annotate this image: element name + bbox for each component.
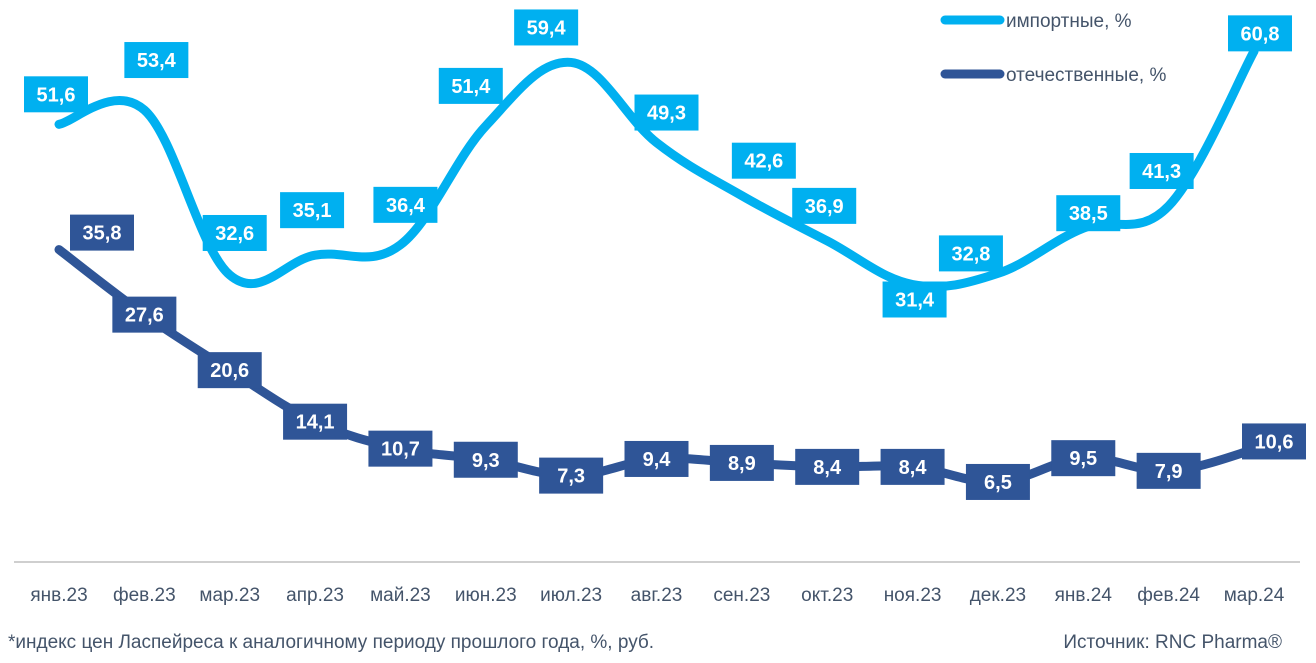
data-label-box [368,430,433,467]
legend-label: отечественные, % [1006,65,1166,86]
data-label: 35,1 [293,200,332,222]
data-label-box [792,187,857,224]
x-tick-label: авг.23 [631,585,683,606]
series-line-imported [54,46,1259,292]
data-label: 8,4 [813,457,842,479]
data-label: 31,4 [895,289,935,311]
data-label: 60,8 [1241,23,1280,45]
data-label: 36,4 [386,195,426,217]
data-label-box [938,235,1003,272]
data-label: 35,8 [83,223,122,245]
data-label-box [634,94,699,131]
data-label: 51,4 [451,76,491,98]
data-label-box [965,463,1030,500]
data-label-box [731,142,796,179]
x-tick-label: янв.23 [30,585,87,606]
data-label: 6,5 [984,472,1012,494]
data-label: 20,6 [210,360,249,382]
data-label-box [1242,423,1306,460]
data-label: 14,1 [296,412,335,434]
data-label-box [880,448,945,485]
data-label-box [1051,440,1116,477]
data-label: 9,5 [1069,448,1097,470]
x-tick-label: янв.24 [1055,585,1113,606]
data-label-box [280,192,345,229]
data-label-box [124,42,189,79]
x-tick-label: сен.23 [713,585,770,606]
data-label-box [453,441,518,478]
x-tick-label: ноя.23 [884,585,942,606]
data-label-box [539,457,604,494]
data-label: 10,6 [1255,431,1294,453]
data-label-box [202,214,267,251]
data-label-box [1136,452,1201,489]
data-label-box [70,214,134,251]
x-tick-label: июн.23 [455,585,517,606]
data-label-box [1056,195,1121,232]
data-label: 7,9 [1155,461,1183,483]
data-label-box [1228,15,1292,52]
x-tick-label: май.23 [370,585,431,606]
data-label-box [283,403,348,440]
data-label: 32,8 [951,243,990,265]
data-label-box [624,440,689,477]
data-label: 53,4 [137,50,177,72]
x-tick-label: мар.24 [1224,585,1285,606]
data-label: 8,9 [728,453,756,475]
footnote: *индекс цен Ласпейреса к аналогичному пе… [8,632,655,653]
data-label: 10,7 [381,439,420,461]
legend-label: импортные, % [1006,11,1132,32]
data-label-box [197,352,262,389]
x-tick-label: апр.23 [286,585,344,606]
x-tick-label: фев.23 [113,585,176,606]
data-label: 51,6 [37,84,76,106]
x-tick-label: фев.24 [1137,585,1200,606]
data-label: 59,4 [527,17,567,39]
data-label-box [112,296,177,333]
data-label: 9,4 [643,449,672,471]
data-label-box [1129,152,1194,189]
data-label-box [795,448,860,485]
data-label: 27,6 [125,305,164,327]
source-note: Источник: RNC Pharma® [1063,632,1282,653]
x-tick-label: июл.23 [540,585,602,606]
data-label-box [882,281,947,318]
data-label: 49,3 [647,103,686,125]
data-label-box [24,76,88,113]
data-label: 42,6 [744,151,783,173]
data-label-box [438,67,503,104]
x-tick-label: дек.23 [970,585,1026,606]
data-label: 8,4 [899,457,928,479]
data-label-box [373,186,438,223]
data-label-box [514,9,579,46]
data-label: 38,5 [1069,203,1108,225]
data-label-box [709,444,774,481]
data-label: 7,3 [557,466,585,488]
x-tick-label: мар.23 [199,585,260,606]
data-label: 9,3 [472,450,500,472]
data-label: 32,6 [215,223,254,245]
data-label: 41,3 [1142,161,1181,183]
x-tick-label: окт.23 [801,585,853,606]
data-label: 36,9 [805,196,844,218]
